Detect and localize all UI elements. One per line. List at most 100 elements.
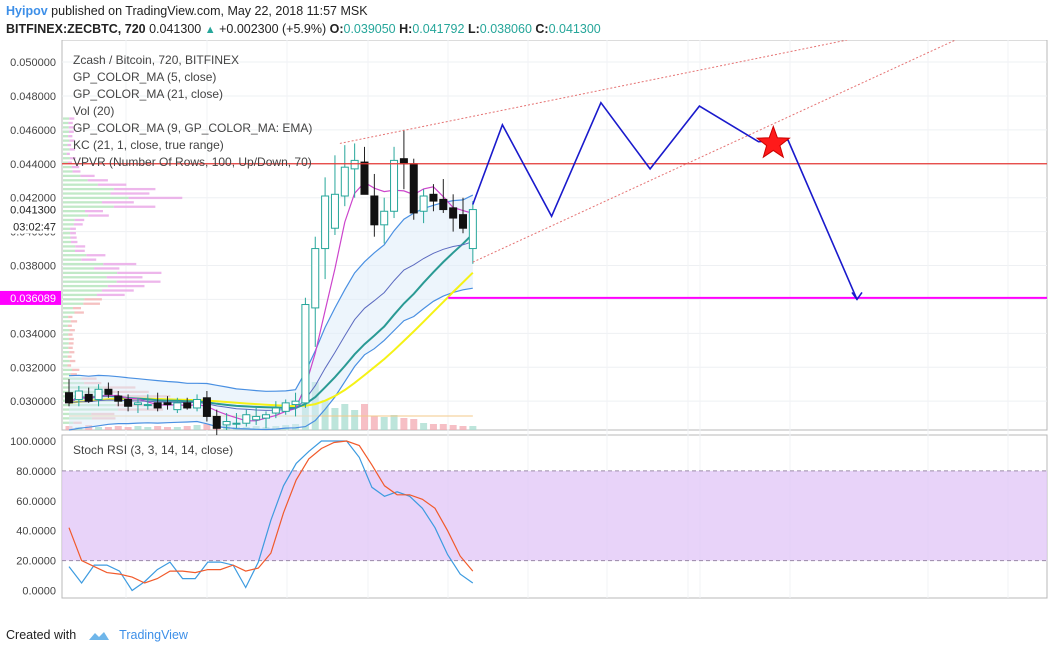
candle-down[interactable] <box>399 158 408 165</box>
vpvr-down-bar <box>68 126 74 129</box>
stoch-d-line <box>68 440 474 584</box>
candle-up[interactable] <box>133 402 142 406</box>
volume-bar <box>164 427 171 430</box>
vpvr-up-bar <box>63 130 69 133</box>
legend-ma21[interactable]: GP_COLOR_MA (21, close) <box>73 87 223 101</box>
candle-down[interactable] <box>124 398 133 407</box>
candle-up[interactable] <box>143 404 152 407</box>
vpvr-down-bar <box>69 351 75 354</box>
volume-bar <box>144 427 152 430</box>
last-price-label-bg <box>0 202 61 217</box>
candle-down[interactable] <box>114 395 123 402</box>
candle-up[interactable] <box>350 159 359 170</box>
vpvr-up-bar <box>63 236 71 239</box>
vpvr-down-bar <box>68 333 73 336</box>
symbol-label[interactable]: BITFINEX:ZECBTC, 720 <box>6 22 146 36</box>
rsi-tick-label: 100.0000 <box>10 436 56 448</box>
candle-up[interactable] <box>390 159 399 212</box>
candle-up[interactable] <box>419 195 428 212</box>
legend-kc[interactable]: KC (21, 1, close, true range) <box>73 138 224 152</box>
candle-up[interactable] <box>252 415 261 421</box>
legend-vol[interactable]: Vol (20) <box>73 104 114 118</box>
candle-up[interactable] <box>380 210 389 226</box>
vpvr-up-bar <box>63 284 108 288</box>
candle-up[interactable] <box>468 209 477 250</box>
candle-down[interactable] <box>439 198 448 211</box>
candle-down[interactable] <box>65 392 73 404</box>
candle-up[interactable] <box>330 193 339 229</box>
candle-up[interactable] <box>340 166 349 197</box>
candle-down[interactable] <box>449 207 458 219</box>
candle-up[interactable] <box>193 398 202 409</box>
candle-down[interactable] <box>360 161 369 195</box>
countdown-label-bg <box>0 219 61 234</box>
star-icon[interactable] <box>755 124 791 159</box>
vpvr-up-bar <box>63 364 68 367</box>
vpvr-up-bar <box>63 346 69 349</box>
vpvr-down-bar <box>74 311 84 314</box>
tradingview-link[interactable]: TradingView <box>119 628 188 642</box>
candle-down[interactable] <box>429 193 438 202</box>
chart-canvas[interactable]: 0.050000 0.048000 0.046000 0.044000 0.042000… <box>0 40 1053 600</box>
legend-title[interactable]: Zcash / Bitcoin, 720, BITFINEX <box>73 53 239 67</box>
drawings[interactable] <box>62 40 1047 301</box>
legend-ma5[interactable]: GP_COLOR_MA (5, close) <box>73 70 216 84</box>
candle-up[interactable] <box>311 248 320 309</box>
candle-up[interactable] <box>291 400 300 406</box>
volume-bar <box>420 423 428 430</box>
price-tick-label: 0.042000 <box>10 193 56 205</box>
vpvr-down-bar <box>69 139 75 142</box>
candle-down[interactable] <box>163 402 172 406</box>
stoch-rsi <box>62 440 1047 592</box>
candle-down[interactable] <box>370 195 379 226</box>
vpvr-up-bar <box>63 293 97 297</box>
vpvr-down-bar <box>69 359 76 363</box>
candle-up[interactable] <box>232 422 241 425</box>
vpvr-down-bar <box>67 324 72 327</box>
vpvr-up-bar <box>63 306 73 310</box>
legend-stoch-rsi[interactable]: Stoch RSI (3, 3, 14, 14, close) <box>73 443 233 457</box>
low-value: 0.038060 <box>479 22 532 36</box>
candle-down[interactable] <box>459 214 467 229</box>
candle-down[interactable] <box>183 402 192 409</box>
vpvr-down-bar <box>68 342 74 345</box>
volume-bar <box>351 410 359 430</box>
vpvr-up-bar <box>63 240 71 244</box>
last-price-label: 0.041300 <box>10 205 56 217</box>
candle-down[interactable] <box>409 163 418 214</box>
candle-up[interactable] <box>74 390 83 400</box>
author-link[interactable]: Hyipov <box>6 4 48 18</box>
legend-vpvr[interactable]: VPVR (Number Of Rows, 100, Up/Down, 70) <box>73 155 312 169</box>
candle-up[interactable] <box>321 195 330 250</box>
candle-down[interactable] <box>153 402 162 409</box>
candles[interactable] <box>65 129 477 436</box>
candle-up[interactable] <box>271 407 280 414</box>
candle-up[interactable] <box>262 414 270 419</box>
vpvr-up-bar <box>63 210 85 213</box>
volume-bar <box>390 415 398 430</box>
candle-up[interactable] <box>281 402 290 412</box>
vpvr-up-bar <box>63 192 111 195</box>
lower-trendline[interactable] <box>472 40 956 263</box>
candle-down[interactable] <box>84 393 93 402</box>
volume-bar <box>439 424 447 430</box>
candle-up[interactable] <box>301 304 310 404</box>
vpvr-up-bar <box>63 223 74 226</box>
candle-up[interactable] <box>222 421 231 426</box>
candle-up[interactable] <box>94 388 103 400</box>
volume-bar <box>114 426 122 430</box>
vpvr-down-bar <box>73 223 83 226</box>
candle-down[interactable] <box>212 415 221 429</box>
kc-fill <box>69 195 473 430</box>
vpvr-down-bar <box>80 174 95 178</box>
candle-up[interactable] <box>242 414 251 424</box>
price-pane[interactable] <box>61 40 1048 431</box>
legend-ema[interactable]: GP_COLOR_MA (9, GP_COLOR_MA: EMA) <box>73 121 312 135</box>
candle-down[interactable] <box>202 397 211 417</box>
open-label: O: <box>329 22 344 36</box>
candle-up[interactable] <box>173 402 182 411</box>
candle-down[interactable] <box>104 388 113 395</box>
price-tick-label: 0.034000 <box>10 328 56 340</box>
vpvr-up-bar <box>63 187 114 191</box>
vpvr-down-bar <box>72 306 82 310</box>
